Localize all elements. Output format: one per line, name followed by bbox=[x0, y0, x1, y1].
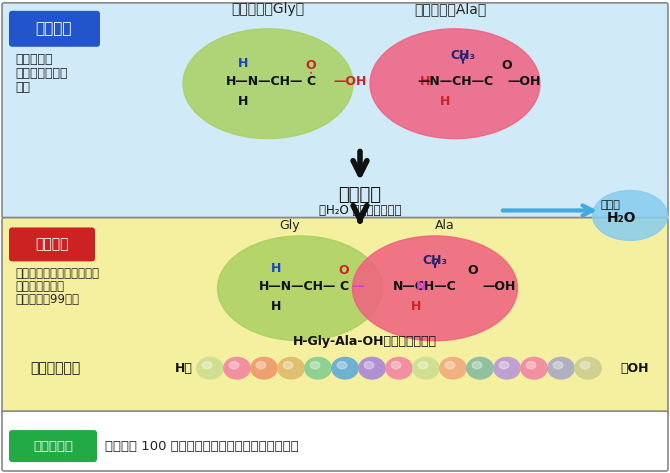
Text: タンパク質: タンパク質 bbox=[33, 439, 73, 453]
Ellipse shape bbox=[305, 358, 331, 379]
Text: グリシン（Gly）: グリシン（Gly） bbox=[231, 2, 305, 16]
Ellipse shape bbox=[472, 361, 482, 369]
Ellipse shape bbox=[218, 236, 383, 341]
Text: （H₂O が取れる反応）: （H₂O が取れる反応） bbox=[319, 204, 401, 217]
Ellipse shape bbox=[467, 358, 493, 379]
Text: H－: H－ bbox=[175, 362, 193, 375]
Ellipse shape bbox=[352, 236, 517, 341]
Ellipse shape bbox=[310, 361, 320, 369]
Text: —N—CH—C: —N—CH—C bbox=[417, 75, 493, 88]
Text: H: H bbox=[411, 300, 421, 313]
Text: H: H bbox=[420, 75, 430, 88]
Ellipse shape bbox=[526, 361, 536, 369]
Text: 水分子: 水分子 bbox=[600, 201, 620, 210]
Ellipse shape bbox=[370, 29, 540, 139]
Ellipse shape bbox=[202, 361, 212, 369]
Text: O: O bbox=[468, 264, 478, 277]
Text: H: H bbox=[238, 57, 248, 70]
Text: 脱水縮合: 脱水縮合 bbox=[338, 186, 381, 204]
Text: H: H bbox=[271, 262, 281, 275]
Text: H-Gly-Ala-OH（ジペプチド）: H-Gly-Ala-OH（ジペプチド） bbox=[293, 335, 437, 348]
Text: アミノ酸がペプチド結合で: アミノ酸がペプチド結合で bbox=[15, 267, 99, 280]
FancyBboxPatch shape bbox=[2, 218, 668, 415]
FancyBboxPatch shape bbox=[9, 228, 95, 262]
FancyBboxPatch shape bbox=[2, 3, 668, 218]
Text: O: O bbox=[306, 59, 316, 72]
Text: 一般には 100 個以上のアミノ酸がつながったもの: 一般には 100 個以上のアミノ酸がつながったもの bbox=[105, 439, 299, 453]
Ellipse shape bbox=[521, 358, 547, 379]
Ellipse shape bbox=[359, 358, 385, 379]
Text: —OH: —OH bbox=[482, 280, 515, 293]
Ellipse shape bbox=[440, 358, 466, 379]
Ellipse shape bbox=[575, 358, 601, 379]
FancyBboxPatch shape bbox=[9, 430, 97, 462]
Text: C: C bbox=[340, 280, 348, 293]
Text: Gly: Gly bbox=[279, 219, 300, 232]
Text: Ala: Ala bbox=[435, 219, 455, 232]
Text: カルボキシ基を: カルボキシ基を bbox=[15, 67, 68, 80]
Text: CH₃: CH₃ bbox=[423, 254, 448, 267]
Text: —: — bbox=[352, 280, 364, 293]
Ellipse shape bbox=[548, 358, 574, 379]
Text: －OH: －OH bbox=[620, 362, 649, 375]
Ellipse shape bbox=[183, 29, 353, 139]
Ellipse shape bbox=[413, 358, 440, 379]
Text: C: C bbox=[306, 75, 316, 88]
Ellipse shape bbox=[553, 361, 563, 369]
Text: O: O bbox=[502, 59, 513, 72]
Text: —OH: —OH bbox=[507, 75, 541, 88]
Ellipse shape bbox=[337, 361, 347, 369]
Ellipse shape bbox=[418, 361, 428, 369]
Text: O: O bbox=[339, 264, 349, 277]
Ellipse shape bbox=[278, 358, 304, 379]
FancyBboxPatch shape bbox=[2, 411, 668, 471]
Text: CH₃: CH₃ bbox=[450, 49, 476, 62]
Text: つながったもの: つながったもの bbox=[15, 280, 64, 293]
Ellipse shape bbox=[445, 361, 455, 369]
Ellipse shape bbox=[494, 358, 520, 379]
Text: N—CH—C: N—CH—C bbox=[393, 280, 457, 293]
Ellipse shape bbox=[197, 358, 223, 379]
Text: アミノ基と: アミノ基と bbox=[15, 53, 52, 66]
Ellipse shape bbox=[580, 361, 590, 369]
Ellipse shape bbox=[332, 358, 358, 379]
Ellipse shape bbox=[499, 361, 509, 369]
Text: H: H bbox=[440, 95, 450, 108]
Text: H₂O: H₂O bbox=[607, 211, 636, 226]
FancyBboxPatch shape bbox=[9, 11, 100, 47]
Text: —OH: —OH bbox=[333, 75, 366, 88]
Ellipse shape bbox=[364, 361, 374, 369]
Ellipse shape bbox=[283, 361, 293, 369]
Text: 持つ: 持つ bbox=[15, 81, 30, 94]
Ellipse shape bbox=[391, 361, 401, 369]
Text: （２個から99個）: （２個から99個） bbox=[15, 293, 79, 306]
Ellipse shape bbox=[256, 361, 266, 369]
Text: H: H bbox=[271, 300, 281, 313]
Ellipse shape bbox=[251, 358, 277, 379]
Text: アラニン（Ala）: アラニン（Ala） bbox=[414, 2, 486, 16]
Text: ペプチド: ペプチド bbox=[36, 237, 69, 252]
Ellipse shape bbox=[229, 361, 239, 369]
Text: アミノ酸: アミノ酸 bbox=[36, 21, 72, 36]
Text: H: H bbox=[238, 95, 248, 108]
Ellipse shape bbox=[592, 191, 667, 240]
Ellipse shape bbox=[224, 358, 250, 379]
Text: H—N—CH—: H—N—CH— bbox=[259, 280, 337, 293]
Text: ポリペプチド: ポリペプチド bbox=[30, 361, 80, 375]
Text: H—N—CH—: H—N—CH— bbox=[226, 75, 304, 88]
Ellipse shape bbox=[386, 358, 412, 379]
Text: N: N bbox=[416, 280, 426, 293]
